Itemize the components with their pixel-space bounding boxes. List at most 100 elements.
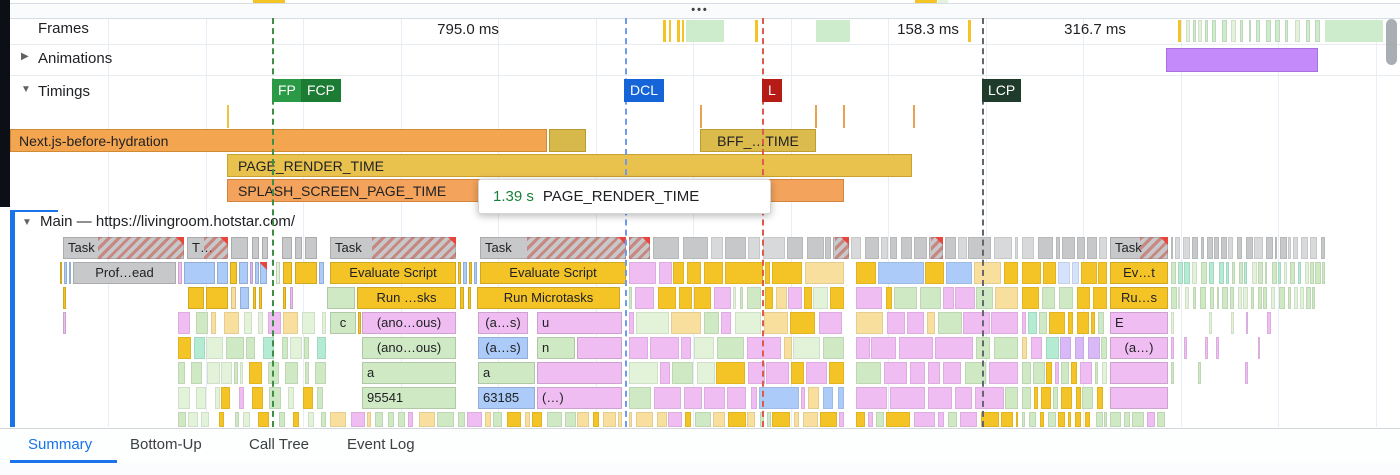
flame-slice[interactable] bbox=[493, 412, 503, 427]
flame-slice[interactable] bbox=[282, 337, 288, 359]
flame-slice[interactable] bbox=[886, 412, 910, 427]
flame-slice[interactable] bbox=[837, 387, 844, 409]
chevron-down-icon[interactable]: ▼ bbox=[22, 217, 32, 228]
flame-slice[interactable] bbox=[684, 387, 702, 409]
flame-block[interactable]: E bbox=[1110, 312, 1168, 334]
flame-slice[interactable] bbox=[257, 412, 270, 427]
flame-slice[interactable] bbox=[766, 362, 789, 384]
flame-slice[interactable] bbox=[893, 287, 917, 309]
flame-block[interactable] bbox=[295, 237, 302, 259]
flame-slice[interactable] bbox=[1005, 387, 1018, 409]
flame-slice[interactable] bbox=[1297, 262, 1302, 284]
flame-slice[interactable] bbox=[818, 312, 842, 334]
flame-slice[interactable] bbox=[178, 412, 187, 427]
flame-slice[interactable] bbox=[525, 412, 531, 427]
flame-slice[interactable] bbox=[657, 412, 667, 427]
flame-slice[interactable] bbox=[1097, 387, 1104, 409]
flame-slice[interactable] bbox=[1210, 287, 1215, 309]
flame-block[interactable]: u bbox=[537, 312, 622, 334]
frame-fragment[interactable] bbox=[816, 20, 850, 42]
frame-fragment[interactable] bbox=[677, 20, 680, 42]
flame-block[interactable] bbox=[283, 262, 292, 284]
flame-block[interactable] bbox=[474, 262, 477, 284]
flame-block[interactable]: Evaluate Script bbox=[330, 262, 456, 284]
flame-block[interactable] bbox=[231, 287, 236, 309]
flame-slice[interactable] bbox=[1248, 20, 1252, 42]
flame-slice[interactable] bbox=[1254, 237, 1264, 259]
flame-slice[interactable] bbox=[1068, 312, 1074, 334]
flame-slice[interactable] bbox=[660, 362, 671, 384]
flame-slice[interactable] bbox=[1201, 262, 1207, 284]
flame-slice[interactable] bbox=[1271, 262, 1277, 284]
flame-block[interactable] bbox=[327, 287, 355, 309]
flame-slice[interactable] bbox=[803, 412, 818, 427]
flame-slice[interactable] bbox=[1300, 237, 1308, 259]
flame-slice[interactable] bbox=[351, 412, 366, 427]
flame-slice[interactable] bbox=[418, 412, 435, 427]
flame-slice[interactable] bbox=[317, 387, 323, 409]
frame-fragment[interactable] bbox=[669, 20, 671, 42]
flame-block[interactable]: Task bbox=[1110, 237, 1168, 259]
flame-slice[interactable] bbox=[1040, 412, 1045, 427]
flame-slice[interactable] bbox=[1015, 412, 1018, 427]
flame-block[interactable] bbox=[184, 262, 215, 284]
flame-slice[interactable] bbox=[1283, 262, 1287, 284]
timing-badge-fcp[interactable]: FCP bbox=[301, 79, 341, 102]
drag-handle-icon[interactable]: ••• bbox=[691, 4, 709, 16]
flame-slice[interactable] bbox=[1279, 237, 1287, 259]
flame-slice[interactable] bbox=[205, 337, 224, 359]
flame-block[interactable] bbox=[358, 312, 361, 334]
flame-slice[interactable] bbox=[1174, 237, 1181, 259]
flame-slice[interactable] bbox=[1037, 237, 1053, 259]
flame-slice[interactable] bbox=[243, 412, 250, 427]
flame-slice[interactable] bbox=[856, 312, 884, 334]
flame-slice[interactable] bbox=[268, 387, 282, 409]
flame-slice[interactable] bbox=[196, 387, 206, 409]
frame-fragment[interactable] bbox=[686, 20, 724, 42]
flame-slice[interactable] bbox=[739, 287, 744, 309]
flame-slice[interactable] bbox=[965, 362, 986, 384]
flame-slice[interactable] bbox=[955, 387, 972, 409]
flame-slice[interactable] bbox=[672, 362, 693, 384]
flame-slice[interactable] bbox=[1084, 412, 1090, 427]
flame-slice[interactable] bbox=[766, 412, 771, 427]
flame-block[interactable]: (a…) bbox=[1110, 337, 1168, 359]
flame-slice[interactable] bbox=[1022, 337, 1027, 359]
flame-slice[interactable] bbox=[1245, 312, 1249, 334]
flame-block[interactable]: Ev…t bbox=[1110, 262, 1168, 284]
flame-slice[interactable] bbox=[290, 337, 302, 359]
flame-slice[interactable] bbox=[284, 362, 299, 384]
flame-slice[interactable] bbox=[629, 362, 658, 384]
flame-slice[interactable] bbox=[945, 237, 957, 259]
flame-slice[interactable] bbox=[531, 412, 542, 427]
flame-slice[interactable] bbox=[1015, 237, 1018, 259]
flame-block[interactable] bbox=[290, 287, 293, 309]
flame-slice[interactable] bbox=[1221, 237, 1227, 259]
flame-slice[interactable] bbox=[1231, 312, 1235, 334]
flame-block[interactable] bbox=[188, 287, 204, 309]
flame-slice[interactable] bbox=[671, 312, 701, 334]
flame-slice[interactable] bbox=[1288, 287, 1291, 309]
flame-slice[interactable] bbox=[819, 412, 838, 427]
flame-slice[interactable] bbox=[830, 287, 844, 309]
flame-slice[interactable] bbox=[907, 312, 924, 334]
flame-slice[interactable] bbox=[759, 387, 799, 409]
flame-slice[interactable] bbox=[1193, 287, 1196, 309]
flame-slice[interactable] bbox=[724, 262, 763, 284]
flame-slice[interactable] bbox=[1227, 237, 1234, 259]
flame-slice[interactable] bbox=[856, 287, 882, 309]
flame-slice[interactable] bbox=[1104, 412, 1107, 427]
flame-slice[interactable] bbox=[1098, 312, 1104, 334]
flame-block[interactable] bbox=[305, 237, 317, 259]
flame-slice[interactable] bbox=[684, 412, 691, 427]
flame-slice[interactable] bbox=[1022, 287, 1040, 309]
flame-slice[interactable] bbox=[546, 412, 563, 427]
flame-block[interactable] bbox=[259, 287, 262, 309]
flame-slice[interactable] bbox=[1171, 337, 1174, 359]
flame-slice[interactable] bbox=[366, 412, 371, 427]
flame-slice[interactable] bbox=[1205, 337, 1208, 359]
flame-slice[interactable] bbox=[800, 387, 806, 409]
flame-slice[interactable] bbox=[856, 262, 876, 284]
flame-slice[interactable] bbox=[243, 312, 252, 334]
flame-slice[interactable] bbox=[748, 362, 765, 384]
